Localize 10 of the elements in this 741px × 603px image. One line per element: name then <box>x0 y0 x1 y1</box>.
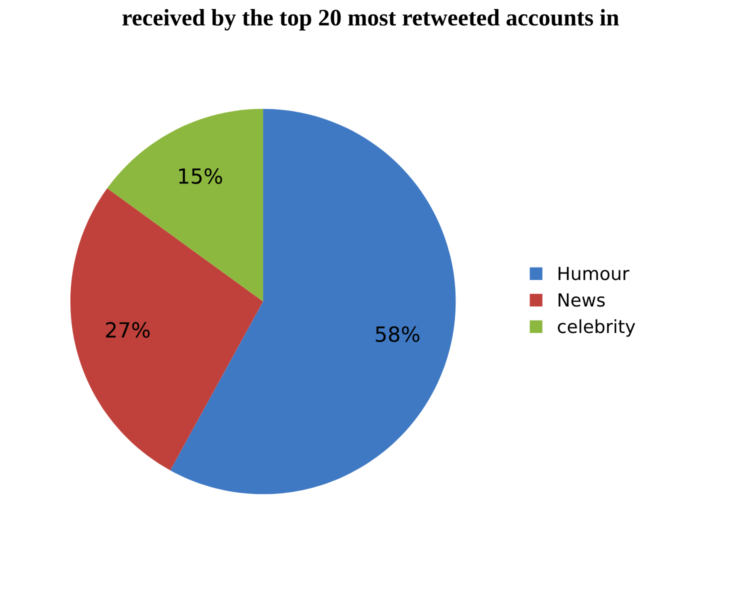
data-label: 58% <box>376 326 420 342</box>
pie-slice <box>70 188 264 470</box>
pie-slice <box>170 108 456 494</box>
data-label: 27% <box>106 322 150 338</box>
legend-label: celebrity <box>558 319 636 337</box>
legend-label: News <box>558 293 605 307</box>
legend-label: Humour <box>558 266 630 280</box>
data-label: 15% <box>179 168 222 184</box>
pie-slice <box>107 108 264 302</box>
chart-title: received by the top 20 most retweeted accounts in <box>122 9 619 31</box>
